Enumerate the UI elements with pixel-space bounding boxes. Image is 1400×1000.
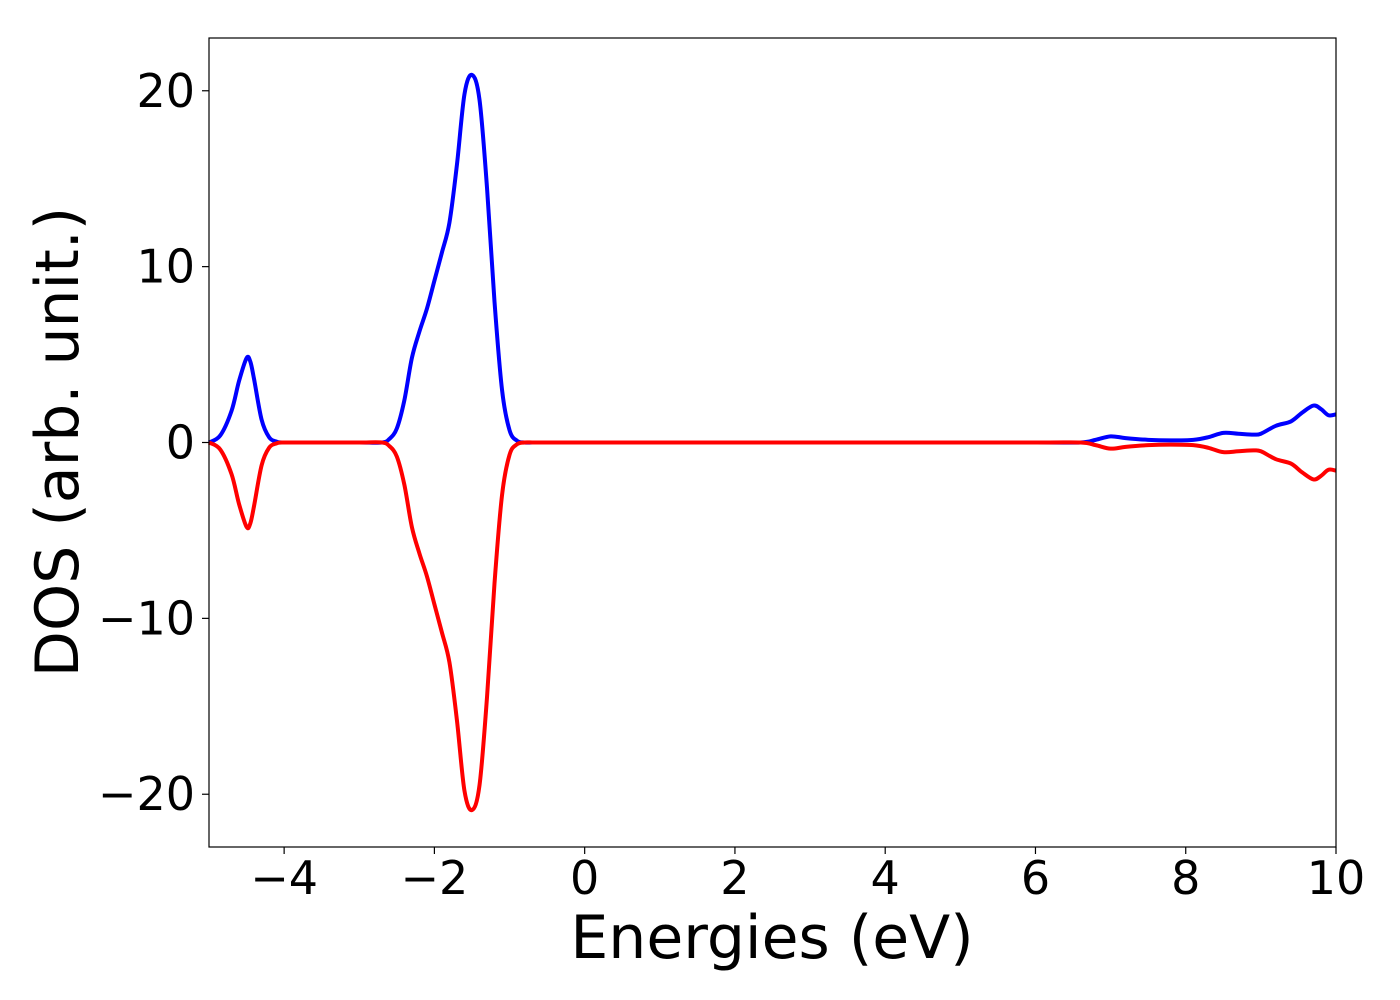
x-tick-label: 4	[871, 851, 900, 905]
y-tick-label: 20	[136, 64, 195, 118]
x-tick-label: 8	[1171, 851, 1200, 905]
y-tick-label: −20	[98, 767, 195, 821]
x-axis-ticks: −4 −2 0 2 4 6 8 10	[250, 847, 1365, 905]
x-tick-label: −2	[400, 851, 468, 905]
y-tick-label: 0	[166, 416, 195, 470]
x-axis-title: Energies (eV)	[570, 903, 973, 973]
x-tick-label: 6	[1021, 851, 1050, 905]
x-tick-label: −4	[250, 851, 318, 905]
y-tick-label: −10	[98, 591, 195, 645]
series-layer	[207, 72, 1337, 813]
y-axis-ticks: −20 −10 0 10 20	[98, 64, 209, 821]
y-axis-title: DOS (arb. unit.)	[23, 207, 93, 677]
x-tick-label: 2	[720, 851, 749, 905]
y-tick-label: 10	[136, 240, 195, 294]
x-tick-label: 10	[1307, 851, 1366, 905]
x-tick-label: 0	[570, 851, 599, 905]
series-line-1	[207, 440, 1337, 813]
